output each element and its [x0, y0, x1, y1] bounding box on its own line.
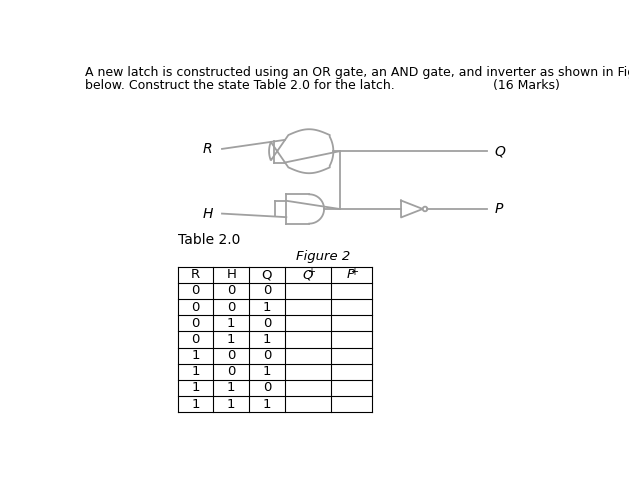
Text: Q: Q	[302, 268, 313, 281]
Text: 1: 1	[227, 317, 235, 330]
Text: 0: 0	[263, 285, 271, 297]
Text: +: +	[307, 268, 315, 278]
Text: 0: 0	[191, 285, 200, 297]
Text: A new latch is constructed using an OR gate, an AND gate, and inverter as shown : A new latch is constructed using an OR g…	[85, 66, 629, 79]
Text: 0: 0	[227, 301, 235, 314]
Text: below. Construct the state Table 2.0 for the latch.: below. Construct the state Table 2.0 for…	[85, 79, 394, 92]
Text: R: R	[191, 268, 200, 281]
Text: 1: 1	[263, 301, 271, 314]
Text: Table 2.0: Table 2.0	[178, 233, 240, 246]
Text: P: P	[347, 268, 355, 281]
Text: Q: Q	[262, 268, 272, 281]
Text: 1: 1	[263, 398, 271, 410]
Text: 0: 0	[227, 349, 235, 362]
Text: Q: Q	[495, 144, 506, 158]
Text: 1: 1	[227, 381, 235, 394]
Text: 0: 0	[263, 349, 271, 362]
Text: 1: 1	[263, 365, 271, 378]
Text: R: R	[203, 142, 213, 156]
Text: 1: 1	[227, 333, 235, 346]
Text: 0: 0	[227, 365, 235, 378]
Text: (16 Marks): (16 Marks)	[493, 79, 560, 92]
Text: 1: 1	[191, 365, 200, 378]
Text: P: P	[495, 202, 503, 216]
Text: Figure 2: Figure 2	[296, 250, 350, 263]
Text: 0: 0	[191, 317, 200, 330]
Text: H: H	[203, 207, 213, 221]
Text: 0: 0	[191, 301, 200, 314]
Text: 1: 1	[263, 333, 271, 346]
Text: 1: 1	[191, 381, 200, 394]
Text: 1: 1	[191, 349, 200, 362]
Text: 0: 0	[227, 285, 235, 297]
Text: 1: 1	[227, 398, 235, 410]
Text: 1: 1	[191, 398, 200, 410]
Text: 0: 0	[263, 317, 271, 330]
Text: H: H	[226, 268, 237, 281]
Text: 0: 0	[191, 333, 200, 346]
Text: 0: 0	[263, 381, 271, 394]
Text: +: +	[350, 268, 359, 278]
